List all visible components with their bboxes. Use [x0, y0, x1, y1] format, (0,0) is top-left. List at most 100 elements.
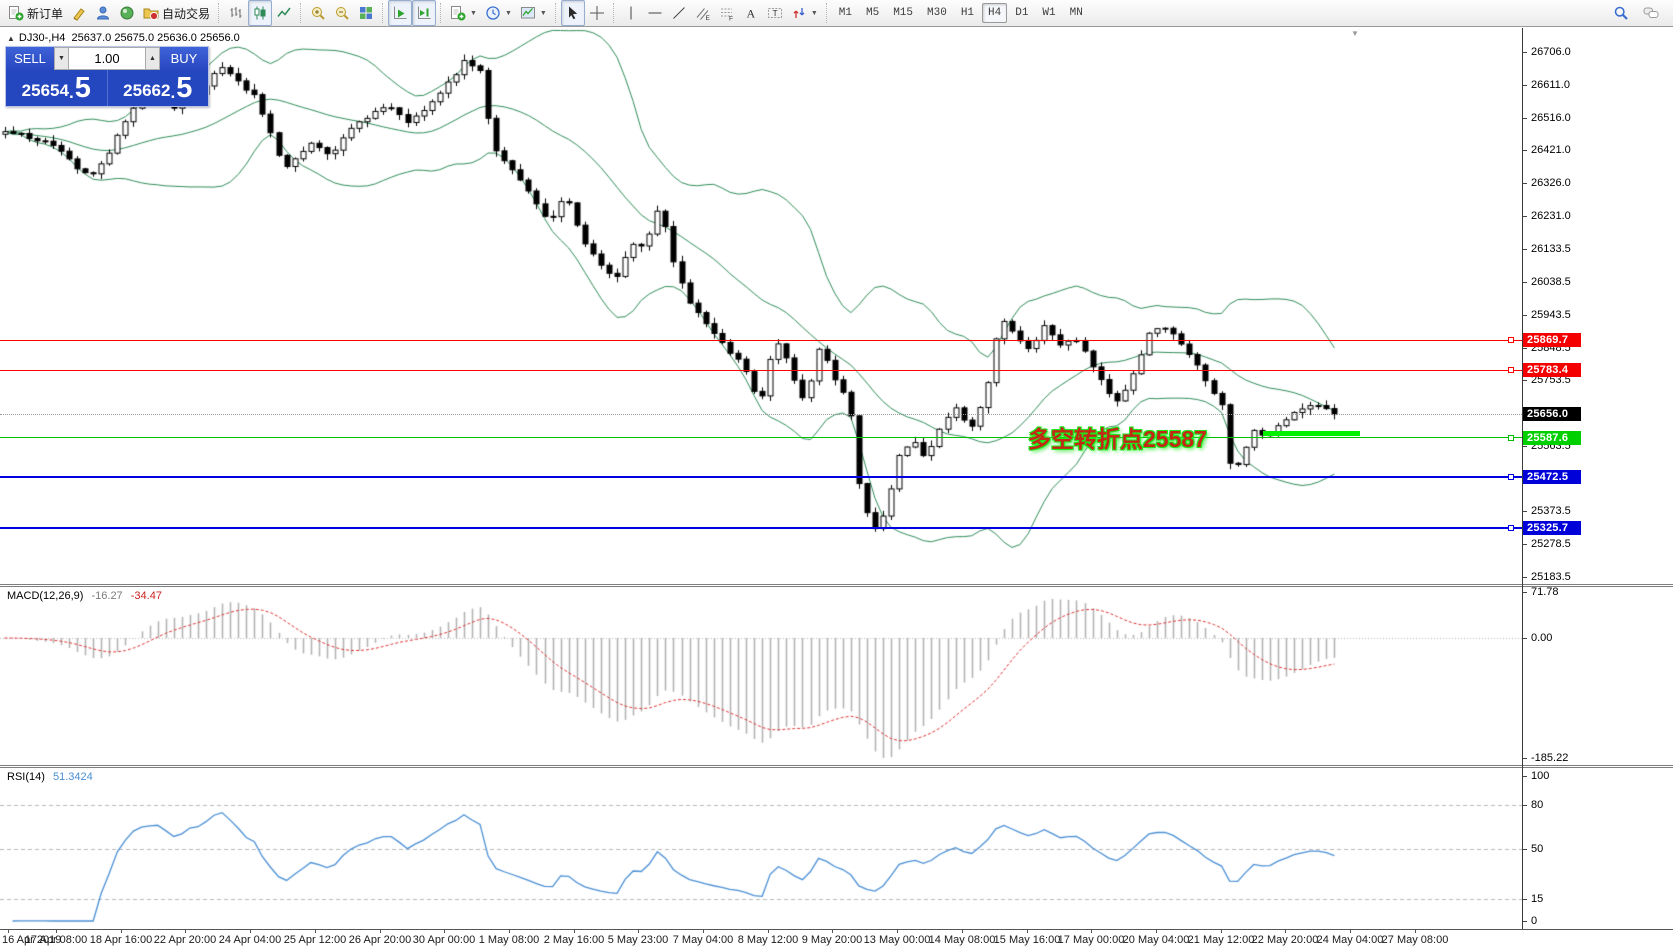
auto-scroll-button[interactable]	[388, 0, 413, 26]
templates-button[interactable]: ▼	[516, 0, 551, 26]
level-anchor-point[interactable]	[1508, 337, 1514, 344]
metaeditor-button[interactable]	[67, 0, 91, 26]
text-label-tool-button[interactable]: T	[763, 0, 787, 26]
price-badge-25869.7: 25869.7	[1523, 333, 1581, 348]
sell-button[interactable]: SELL	[6, 47, 54, 70]
y-axis-tick	[1523, 117, 1527, 119]
macd-name: MACD(12,26,9)	[7, 590, 84, 602]
zoom-in-button[interactable]	[306, 0, 330, 26]
timeframe-m30-button[interactable]: M30	[927, 7, 947, 19]
templates-dropdown-icon[interactable]: ▼	[539, 9, 547, 17]
rsi-indicator-canvas[interactable]	[0, 768, 1522, 925]
new-order-label: 新订单	[27, 6, 64, 21]
volume-decrease-button[interactable]: ▼	[54, 47, 69, 70]
time-axis-label: 21 May 12:00	[1187, 934, 1255, 946]
mql5-community-button[interactable]	[91, 0, 115, 26]
chartshift-icon	[416, 5, 432, 21]
timeframe-d1-button[interactable]: D1	[1015, 7, 1029, 19]
level-anchor-point[interactable]	[1508, 474, 1514, 481]
cursor-tool-button[interactable]	[560, 0, 585, 26]
doc-plus-icon	[450, 5, 466, 21]
macd-axis-label: -185.22	[1531, 752, 1569, 764]
new-chart-dropdown-icon[interactable]: ▼	[470, 9, 477, 17]
orb-icon	[119, 5, 135, 21]
line-chart-mode-button[interactable]	[272, 0, 296, 26]
new-chart-button[interactable]: ▼	[446, 0, 481, 26]
price-badge-25472.5: 25472.5	[1523, 470, 1581, 485]
y-axis-tick	[1523, 183, 1527, 185]
time-axis-tick	[1285, 929, 1286, 933]
time-axis-tick	[1415, 929, 1416, 933]
toolbar-separator	[300, 3, 302, 23]
crosshair-tool-button[interactable]	[585, 0, 609, 26]
y-axis-tick	[1523, 314, 1527, 316]
price-chart-canvas[interactable]	[0, 28, 1522, 584]
level-anchor-point[interactable]	[1508, 367, 1514, 374]
panel-splitter-rsi[interactable]	[0, 765, 1673, 768]
panel-splitter-macd[interactable]	[0, 584, 1673, 587]
sell-price[interactable]: 25654 . 5	[6, 70, 108, 106]
tile-windows-button[interactable]	[354, 0, 378, 26]
collapse-ohlc-icon[interactable]: ▲	[7, 34, 15, 43]
support-resistance-line-25783.4[interactable]	[0, 369, 1522, 371]
signals-button[interactable]	[115, 0, 139, 26]
search-button[interactable]	[1609, 0, 1633, 26]
text-tool-button[interactable]: A	[739, 0, 763, 26]
candles-icon	[252, 5, 268, 21]
highlight-trendline-segment[interactable]	[1263, 430, 1360, 436]
time-axis-tick	[121, 929, 122, 933]
time-axis-tick	[1221, 929, 1222, 933]
buy-button[interactable]: BUY	[160, 47, 208, 70]
candlestick-mode-button[interactable]	[248, 0, 273, 26]
support-resistance-line-25869.7[interactable]	[0, 339, 1522, 341]
vertical-line-tool-button[interactable]	[619, 0, 643, 26]
auto-trading-button[interactable]: 自动交易	[139, 0, 214, 26]
timeframe-mn-button[interactable]: MN	[1069, 7, 1083, 19]
axis-border	[1522, 28, 1523, 929]
timeframe-h4-button[interactable]: H4	[982, 3, 1008, 23]
toolbar-separator	[382, 3, 384, 23]
equidistant-channel-tool-button[interactable]: E	[691, 0, 715, 26]
y-axis-tick	[1523, 249, 1527, 251]
current-price-line[interactable]	[0, 413, 1522, 415]
support-resistance-line-25587.6[interactable]	[0, 437, 1522, 439]
level-anchor-point[interactable]	[1508, 524, 1514, 531]
timeframe-m15-button[interactable]: M15	[893, 7, 913, 19]
time-axis-tick	[315, 929, 316, 933]
symbol-info: ▲ DJ30-,H4 25637.0 25675.0 25636.0 25656.…	[7, 32, 240, 44]
timeframe-m5-button[interactable]: M5	[865, 7, 880, 19]
chat-button[interactable]	[1639, 0, 1663, 26]
support-resistance-line-25325.7[interactable]	[0, 526, 1522, 529]
macd-indicator-canvas[interactable]	[0, 587, 1522, 762]
level-anchor-point[interactable]	[1508, 434, 1514, 441]
zoom-out-button[interactable]	[330, 0, 354, 26]
macd-axis-label: 0.00	[1531, 632, 1553, 644]
clock-icon	[485, 5, 501, 21]
timeframe-h1-button[interactable]: H1	[960, 7, 975, 19]
periods-dropdown-icon[interactable]: ▼	[504, 9, 512, 17]
macd-axis-tick	[1523, 638, 1527, 639]
chart-shift-marker[interactable]: ▼	[1351, 29, 1359, 38]
chart-shift-button[interactable]	[412, 0, 437, 26]
timeframe-m1-button[interactable]: M1	[838, 7, 852, 19]
time-axis-label: 27 May 08:00	[1381, 934, 1449, 946]
timeframe-w1-button[interactable]: W1	[1042, 7, 1056, 19]
chart-text-annotation[interactable]: 多空转折点25587	[1028, 426, 1207, 452]
bar-chart-mode-button[interactable]	[224, 0, 248, 26]
rsi-axis-label: 15	[1531, 893, 1544, 906]
time-axis-tick	[509, 929, 510, 933]
trendline-tool-button[interactable]	[667, 0, 691, 26]
fibonacci-tool-button[interactable]: F	[715, 0, 739, 26]
new-order-button[interactable]: 新订单	[4, 0, 67, 26]
toolbar-right-icons	[1609, 0, 1669, 26]
volume-increase-button[interactable]: ▲	[145, 47, 160, 70]
time-axis-label: 22 Apr 20:00	[153, 934, 217, 946]
horizontal-line-tool-button[interactable]	[643, 0, 667, 26]
volume-input[interactable]	[69, 47, 145, 70]
time-axis-tick	[638, 929, 639, 933]
periods-button[interactable]: ▼	[481, 0, 516, 26]
buy-price[interactable]: 25662 . 5	[108, 70, 209, 106]
arrows-tool-button[interactable]: ▼	[787, 0, 822, 26]
arrows-tool-dropdown-icon[interactable]: ▼	[810, 9, 818, 17]
support-resistance-line-25472.5[interactable]	[0, 476, 1522, 479]
